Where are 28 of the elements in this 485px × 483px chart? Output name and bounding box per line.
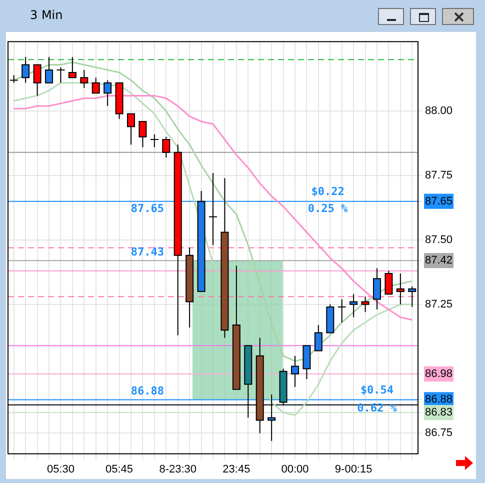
y-tick-label: 87.75	[425, 170, 453, 182]
y-tick-label: 87.50	[425, 234, 453, 246]
candlestick	[337, 298, 346, 323]
y-tick-label: 87.65	[425, 195, 453, 208]
x-tick-label: 05:30	[46, 463, 74, 476]
x-tick-label: 23:45	[222, 463, 250, 476]
x-tick-label: 05:45	[106, 463, 134, 476]
annotation: 86.88	[130, 384, 164, 398]
y-tick-label: 86.98	[425, 368, 453, 380]
y-tick-label: 87.42	[425, 254, 453, 267]
x-tick-label: 9-00:15	[334, 463, 372, 476]
x-tick-label: 00:00	[281, 463, 309, 476]
candlestick	[208, 172, 218, 246]
annotation: $0.54	[360, 384, 394, 397]
chart-title: 3 Min	[30, 8, 63, 22]
annotation: $0.22	[311, 185, 344, 198]
annotation: 87.65	[130, 202, 164, 216]
candlestick	[150, 134, 159, 148]
candlestick	[56, 66, 66, 84]
y-tick-label: 86.75	[425, 427, 453, 440]
y-tick-label: 86.88	[425, 394, 453, 406]
x-tick-label: 8-23:30	[159, 463, 197, 476]
y-tick-label: 88.00	[425, 105, 453, 118]
y-tick-label: 87.25	[425, 298, 453, 310]
y-tick-label: 86.83	[425, 406, 453, 419]
annotation: 87.43	[130, 245, 164, 258]
annotation: 0.25 %	[308, 202, 348, 216]
annotation: 0.62 %	[357, 402, 398, 415]
